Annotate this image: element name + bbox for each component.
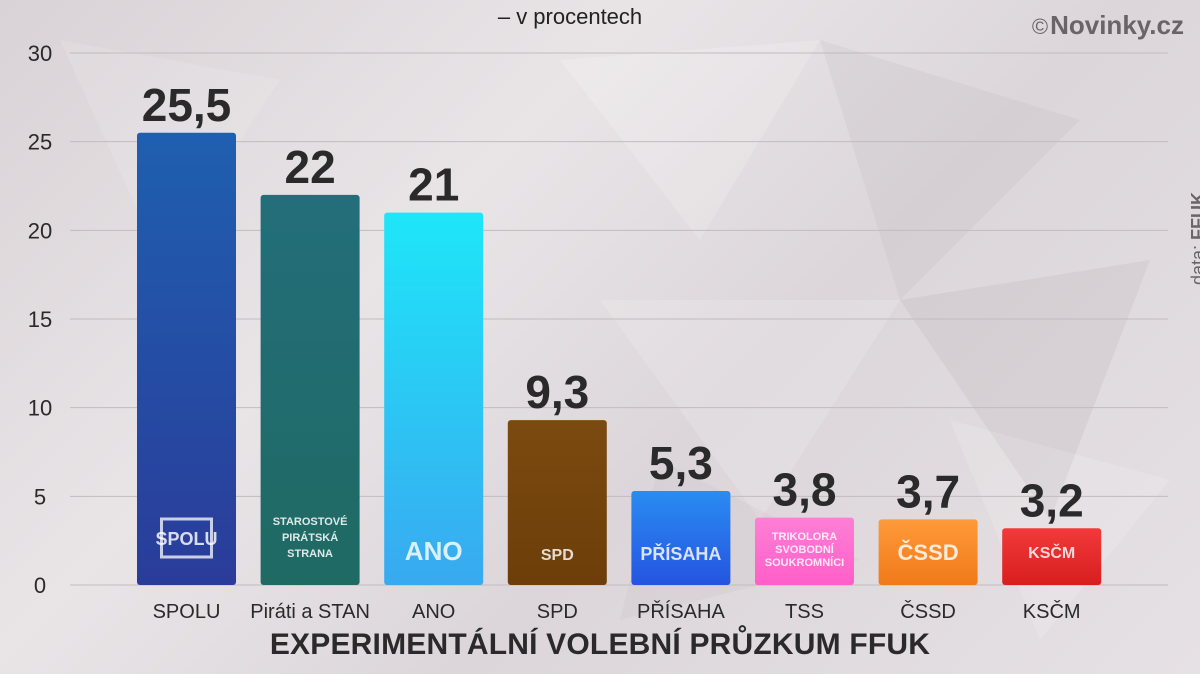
logo-text: STAROSTOVÉ <box>273 515 348 528</box>
bar <box>507 420 607 585</box>
x-tick-label: ANO <box>412 601 455 623</box>
y-tick-label: 5 <box>34 484 46 509</box>
bar <box>137 132 236 586</box>
logo-text: PIRÁTSKÁ <box>282 531 338 544</box>
logo-text: KSČM <box>1028 543 1075 562</box>
brand-name: Novinky.cz <box>1050 10 1184 40</box>
bar <box>878 519 978 585</box>
data-label: 21 <box>408 159 459 211</box>
x-tick-label: PŘÍSAHA <box>637 600 725 623</box>
bar <box>1002 528 1102 585</box>
cssd-logo: ČSSD <box>898 540 959 565</box>
data-label: 5,3 <box>649 437 713 489</box>
kscm-logo: KSČM <box>1028 543 1075 562</box>
bar <box>755 517 854 585</box>
data-label: 22 <box>285 141 336 193</box>
y-tick-label: 20 <box>28 218 52 243</box>
x-tick-label: TSS <box>785 601 824 623</box>
spd-logo: SPD <box>541 547 574 564</box>
y-tick-label: 25 <box>28 130 52 155</box>
spolu-frame <box>160 517 213 559</box>
data-label: 3,8 <box>773 464 837 516</box>
data-label: 9,3 <box>525 366 589 418</box>
bar <box>631 491 731 585</box>
chart-subtitle: – v procentech <box>497 4 643 29</box>
y-tick-label: 30 <box>28 41 52 66</box>
chart-footer-title: EXPERIMENTÁLNÍ VOLEBNÍ PRŮZKUM FFUK <box>269 628 931 661</box>
x-tick-label: ČSSD <box>900 600 956 623</box>
data-label: 3,7 <box>896 465 960 517</box>
ano-logo: ANO <box>405 536 463 566</box>
copyright-symbol: © <box>1031 14 1049 39</box>
logo-text: STRANA <box>287 548 333 560</box>
logo-text: ČSSD <box>898 540 959 565</box>
x-tick-label: KSČM <box>1023 600 1081 623</box>
logo-text: ANO <box>405 536 463 566</box>
logo-text: SPOLU <box>155 529 217 549</box>
x-tick-label: SPD <box>537 601 578 623</box>
prisaha-logo: PŘÍSAHA <box>640 543 721 564</box>
y-tick-label: 15 <box>28 307 52 332</box>
logo-text: SVOBODNÍ <box>775 543 835 556</box>
data-label: 25,5 <box>142 79 232 131</box>
x-tick-label: Piráti a STAN <box>250 601 370 623</box>
pirati-stan-logo: STAROSTOVÉ PIRÁTSKÁ STRANA <box>273 515 348 560</box>
logo-text: SOUKROMNÍCI <box>765 556 844 569</box>
bar <box>260 194 360 585</box>
bar <box>384 212 484 585</box>
y-tick-label: 0 <box>34 573 46 598</box>
data-label: 3,2 <box>1020 474 1084 526</box>
logo-text: TRIKOLORA <box>772 531 837 543</box>
copyright: ©Novinky.cz <box>1032 10 1184 41</box>
y-tick-label: 10 <box>28 396 52 421</box>
x-tick-label: SPOLU <box>153 601 221 623</box>
spolu-logo: SPOLU <box>155 517 218 559</box>
logo-text: SPD <box>541 547 574 564</box>
logo-text: PŘÍSAHA <box>640 543 721 564</box>
